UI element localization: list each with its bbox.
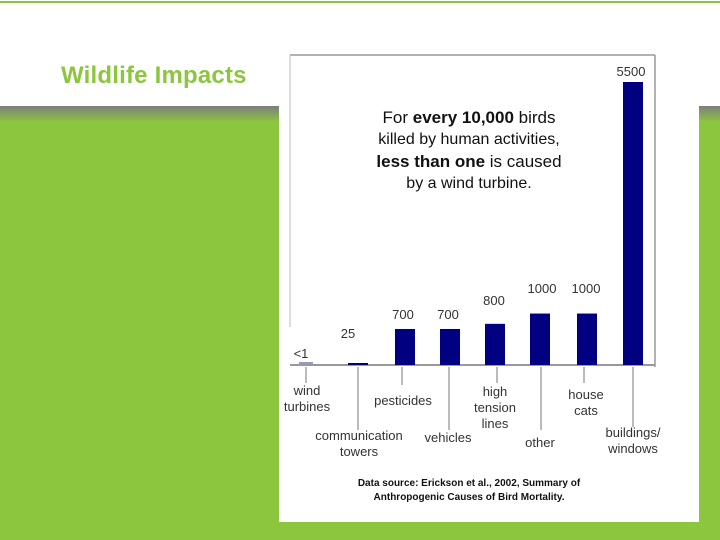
category-label-0: wind turbines [284,383,331,414]
callout-line3-post: is caused [485,152,562,171]
category-label-6: house cats [568,387,603,418]
bar-2 [395,328,415,365]
callout-line2: killed by human activities, [378,131,560,148]
category-label-4: high tension lines [474,384,516,431]
bar-1 [348,363,368,365]
callout-line1-pre: For [382,108,413,127]
chart-callout: For every 10,000 birds killed by human a… [339,107,599,195]
value-label-6: 1000 [572,281,601,296]
data-source-note: Data source: Erickson et al., 2002, Summ… [329,477,609,505]
callout-line4: by a wind turbine. [406,175,532,192]
value-label-7: 5500 [617,64,646,79]
slide-title: Wildlife Impacts [61,62,247,89]
bar-3 [440,328,460,365]
value-label-0: <1 [294,346,309,361]
value-label-2: 700 [392,307,414,322]
header-stripe [0,1,720,3]
bar-7 [623,82,643,365]
data-source-line2: Anthropogenic Causes of Bird Mortality. [373,492,565,503]
callout-line1-post: birds [513,108,556,127]
value-label-5: 1000 [528,281,557,296]
value-label-4: 800 [483,293,505,308]
category-label-7: buildings/windows [606,425,661,456]
bar-6 [577,313,597,365]
category-label-2: pesticides [374,393,432,408]
callout-line3-bold: less than one [376,152,486,171]
category-label-1: communication towers [315,428,402,459]
value-label-1: 25 [341,326,355,341]
chart-panel: <1 wind turbines 25 communication towers 700 pe… [279,47,699,522]
data-source-line1: Data source: Erickson et al., 2002, Summ… [357,478,581,489]
bar-chart: <1 wind turbines 25 communication towers 700 pe… [284,54,661,459]
bar-5 [530,313,550,365]
category-label-5: other [525,435,555,450]
bar-4 [485,323,505,365]
value-label-3: 700 [437,307,459,322]
callout-line1-bold: every 10,000 [412,108,514,127]
category-label-3: vehicles [425,430,472,445]
